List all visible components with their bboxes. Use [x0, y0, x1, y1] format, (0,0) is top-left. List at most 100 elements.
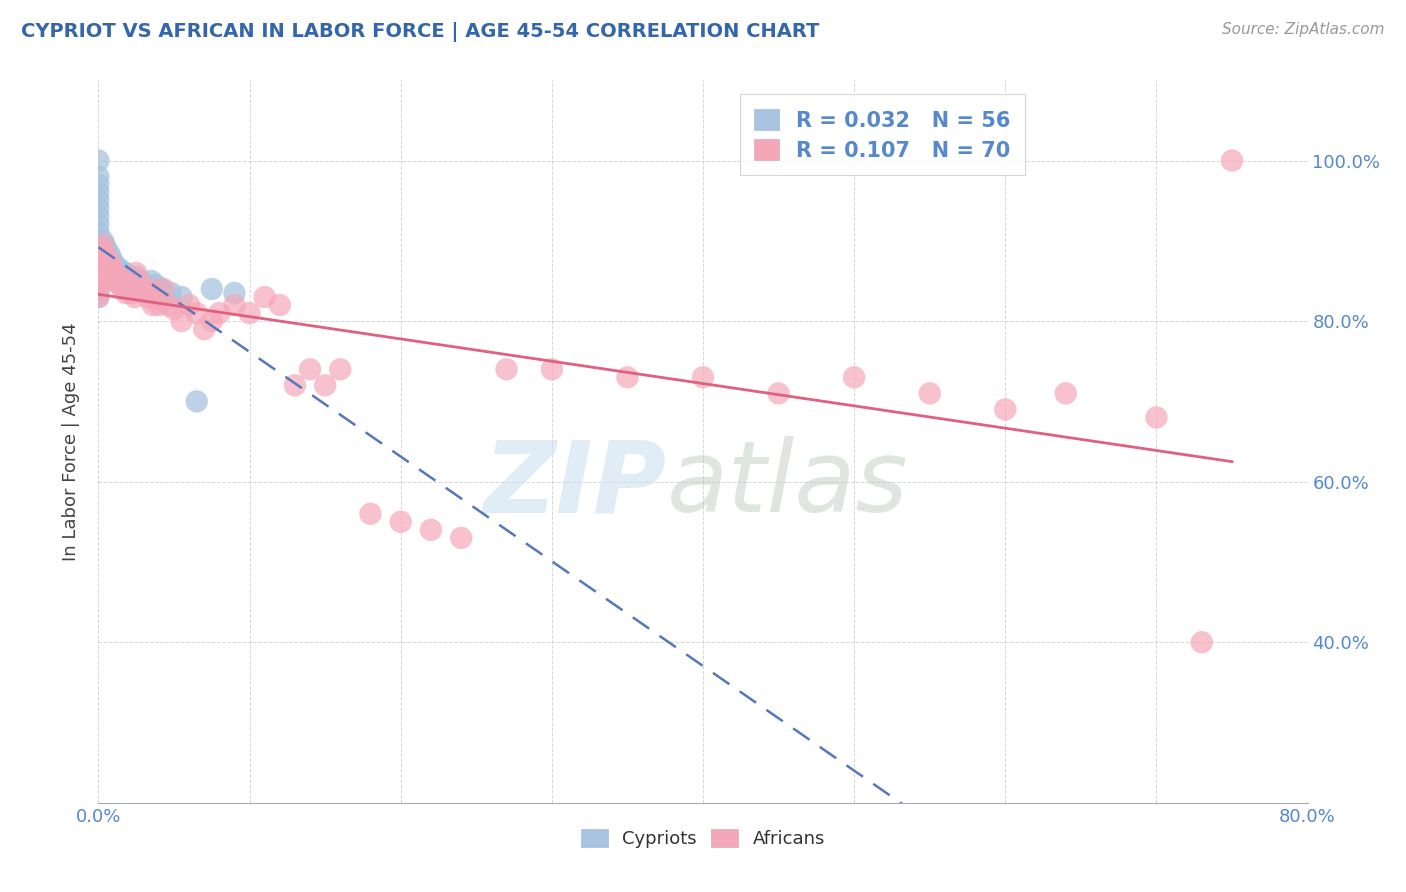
Point: [918, 386, 941, 401]
Point: [87, 258, 110, 272]
Point: [87, 242, 110, 256]
Point: [105, 262, 128, 277]
Point: [114, 285, 136, 300]
Point: [156, 298, 179, 312]
Point: [91, 234, 114, 248]
Point: [87, 274, 110, 288]
Text: ZIP: ZIP: [484, 436, 666, 533]
Point: [160, 285, 183, 300]
Point: [87, 266, 110, 280]
Point: [98, 254, 121, 268]
Point: [87, 242, 110, 256]
Point: [87, 270, 110, 285]
Point: [108, 278, 131, 293]
Point: [141, 274, 163, 288]
Point: [103, 266, 125, 280]
Point: [124, 290, 146, 304]
Point: [87, 285, 110, 300]
Point: [100, 266, 122, 280]
Y-axis label: In Labor Force | Age 45-54: In Labor Force | Age 45-54: [62, 322, 80, 561]
Point: [163, 302, 186, 317]
Point: [104, 270, 127, 285]
Point: [193, 322, 215, 336]
Point: [112, 278, 135, 293]
Point: [450, 531, 472, 545]
Point: [87, 194, 110, 208]
Point: [125, 266, 148, 280]
Point: [121, 285, 143, 300]
Point: [91, 238, 114, 252]
Point: [110, 274, 132, 288]
Point: [132, 278, 155, 293]
Point: [104, 258, 127, 272]
Point: [224, 298, 246, 312]
Point: [253, 290, 276, 304]
Point: [994, 402, 1017, 417]
Point: [103, 274, 125, 288]
Point: [208, 306, 231, 320]
Text: atlas: atlas: [666, 436, 908, 533]
Point: [87, 169, 110, 184]
Point: [87, 282, 110, 296]
Point: [87, 218, 110, 232]
Point: [96, 258, 118, 272]
Point: [96, 250, 118, 264]
Point: [128, 274, 150, 288]
Point: [87, 266, 110, 280]
Point: [224, 285, 246, 300]
Legend: Cypriots, Africans: Cypriots, Africans: [574, 822, 832, 855]
Point: [87, 274, 110, 288]
Point: [87, 226, 110, 240]
Point: [100, 250, 122, 264]
Point: [329, 362, 352, 376]
Point: [170, 290, 193, 304]
Point: [495, 362, 517, 376]
Point: [540, 362, 562, 376]
Point: [1220, 153, 1243, 168]
Point: [616, 370, 638, 384]
Point: [125, 270, 148, 285]
Point: [87, 290, 110, 304]
Point: [118, 270, 141, 285]
Point: [201, 314, 224, 328]
Point: [389, 515, 412, 529]
Point: [87, 250, 110, 264]
Point: [269, 298, 291, 312]
Point: [1054, 386, 1077, 401]
Point: [87, 258, 110, 272]
Point: [239, 306, 262, 320]
Point: [93, 246, 115, 260]
Point: [118, 282, 141, 296]
Point: [139, 282, 162, 296]
Point: [135, 290, 157, 304]
Point: [201, 282, 224, 296]
Point: [94, 250, 117, 264]
Point: [93, 238, 115, 252]
Point: [108, 262, 131, 277]
Point: [132, 285, 155, 300]
Point: [103, 266, 125, 280]
Point: [87, 282, 110, 296]
Point: [103, 258, 125, 272]
Point: [186, 306, 208, 320]
Point: [152, 282, 174, 296]
Point: [142, 298, 165, 312]
Point: [1144, 410, 1167, 425]
Point: [107, 266, 129, 280]
Point: [96, 258, 118, 272]
Point: [111, 282, 134, 296]
Point: [111, 270, 134, 285]
Point: [692, 370, 714, 384]
Point: [87, 290, 110, 304]
Point: [121, 274, 143, 288]
Point: [87, 234, 110, 248]
Point: [768, 386, 790, 401]
Point: [91, 242, 114, 256]
Point: [112, 274, 135, 288]
Point: [105, 274, 128, 288]
Point: [87, 186, 110, 200]
Point: [145, 278, 167, 293]
Point: [94, 242, 117, 256]
Point: [87, 202, 110, 216]
Text: CYPRIOT VS AFRICAN IN LABOR FORCE | AGE 45-54 CORRELATION CHART: CYPRIOT VS AFRICAN IN LABOR FORCE | AGE …: [21, 22, 820, 42]
